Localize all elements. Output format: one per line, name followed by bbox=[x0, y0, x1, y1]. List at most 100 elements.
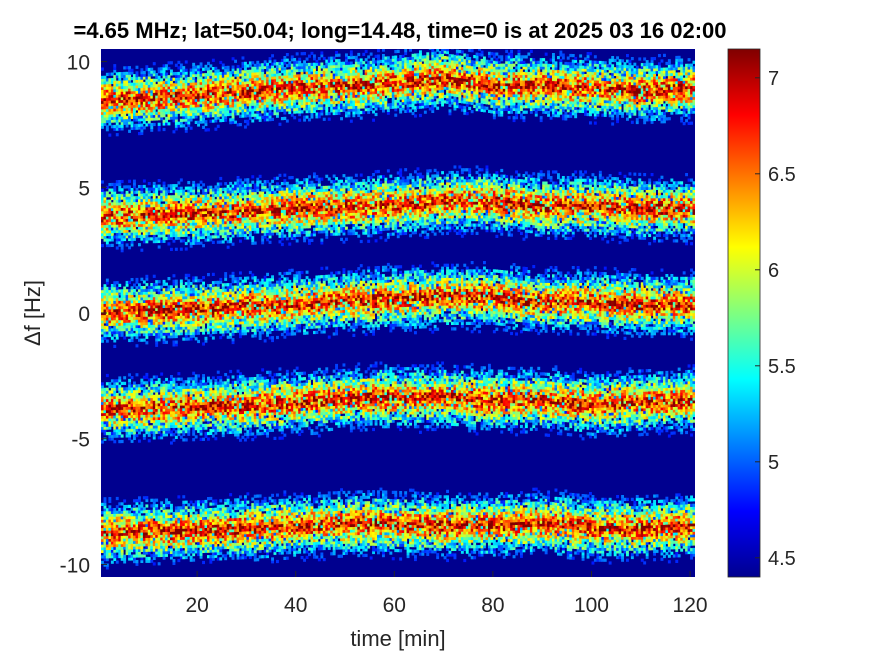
heat-cell bbox=[224, 94, 227, 97]
heat-cell bbox=[330, 106, 333, 109]
heat-cell bbox=[678, 56, 681, 59]
heat-cell bbox=[308, 74, 311, 77]
heat-cell bbox=[293, 61, 296, 64]
heat-cell bbox=[315, 60, 318, 63]
heat-cell bbox=[466, 112, 469, 115]
heat-cell bbox=[239, 73, 242, 76]
heat-cell bbox=[643, 96, 646, 99]
heat-cell bbox=[308, 96, 311, 99]
heat-cell bbox=[328, 118, 331, 121]
heat-cell bbox=[525, 55, 528, 58]
heat-cell bbox=[520, 55, 523, 58]
heat-cell bbox=[404, 52, 407, 55]
heat-cell bbox=[140, 124, 143, 127]
heat-cell bbox=[500, 102, 503, 105]
heat-cell bbox=[163, 64, 166, 67]
heat-cell bbox=[547, 111, 550, 114]
heat-cell bbox=[150, 82, 153, 85]
heat-cell bbox=[582, 74, 585, 77]
heat-cell bbox=[187, 121, 190, 124]
heat-cell bbox=[535, 111, 538, 114]
heat-cell bbox=[116, 86, 119, 89]
heat-cell bbox=[190, 85, 193, 88]
heat-cell bbox=[458, 105, 461, 108]
heat-cell bbox=[148, 96, 151, 99]
heat-cell bbox=[456, 72, 459, 75]
heat-cell bbox=[493, 89, 496, 92]
heat-cell bbox=[604, 86, 607, 89]
heat-cell bbox=[518, 50, 521, 53]
heat-cell bbox=[150, 104, 153, 107]
heat-cell bbox=[417, 70, 420, 73]
heat-cell bbox=[242, 84, 245, 87]
heat-cell bbox=[476, 97, 479, 100]
heat-cell bbox=[456, 99, 459, 102]
heat-cell bbox=[409, 49, 412, 52]
heat-cell bbox=[348, 111, 351, 114]
heat-cell bbox=[510, 89, 513, 92]
heat-cell bbox=[288, 72, 291, 75]
heat-cell bbox=[170, 72, 173, 75]
heat-cell bbox=[392, 59, 395, 62]
heat-cell bbox=[197, 85, 200, 88]
heat-cell bbox=[148, 76, 151, 79]
heat-cell bbox=[286, 119, 289, 122]
heat-cell bbox=[678, 100, 681, 103]
heat-cell bbox=[476, 83, 479, 86]
heat-cell bbox=[505, 77, 508, 80]
heat-cell bbox=[394, 67, 397, 70]
heat-cell bbox=[219, 72, 222, 75]
heat-cell bbox=[175, 89, 178, 92]
heat-cell bbox=[417, 100, 420, 103]
heat-cell bbox=[693, 86, 696, 89]
heat-cell bbox=[574, 82, 577, 85]
heat-cell bbox=[594, 55, 597, 58]
heat-cell bbox=[643, 88, 646, 91]
heat-cell bbox=[155, 98, 158, 101]
heat-cell bbox=[559, 98, 562, 101]
heat-cell bbox=[116, 227, 119, 230]
heat-cell bbox=[616, 95, 619, 98]
heat-cell bbox=[197, 68, 200, 71]
heat-cell bbox=[269, 93, 272, 96]
heat-cell bbox=[624, 79, 627, 82]
heat-cell bbox=[311, 113, 314, 116]
heat-cell bbox=[646, 82, 649, 85]
heat-cell bbox=[626, 118, 629, 121]
heat-cell bbox=[315, 79, 318, 82]
heat-cell bbox=[658, 109, 661, 112]
heat-cell bbox=[212, 67, 215, 70]
heat-cell bbox=[377, 66, 380, 69]
heat-cell bbox=[513, 80, 516, 83]
heat-cell bbox=[318, 71, 321, 74]
heat-cell bbox=[673, 64, 676, 67]
heat-cell bbox=[197, 101, 200, 104]
heat-cell bbox=[360, 97, 363, 100]
heat-cell bbox=[128, 69, 131, 72]
heat-cell bbox=[318, 68, 321, 71]
heat-cell bbox=[283, 86, 286, 89]
heat-cell bbox=[567, 68, 570, 71]
heat-cell bbox=[380, 96, 383, 99]
heat-cell bbox=[604, 81, 607, 84]
heat-cell bbox=[596, 89, 599, 92]
heat-cell bbox=[325, 90, 328, 93]
heat-cell bbox=[535, 89, 538, 92]
heat-cell bbox=[673, 100, 676, 103]
heat-cell bbox=[281, 95, 284, 98]
heat-cell bbox=[582, 68, 585, 71]
heat-cell bbox=[335, 54, 338, 57]
heat-cell bbox=[335, 51, 338, 54]
heat-cell bbox=[421, 78, 424, 81]
heat-cell bbox=[661, 59, 664, 62]
heat-cell bbox=[168, 81, 171, 84]
heat-cell bbox=[661, 93, 664, 96]
heat-cell bbox=[498, 102, 501, 105]
heat-cell bbox=[646, 102, 649, 105]
heat-cell bbox=[508, 116, 511, 119]
heat-cell bbox=[288, 111, 291, 114]
heat-cell bbox=[661, 87, 664, 90]
heat-cell bbox=[584, 91, 587, 94]
heat-cell bbox=[303, 88, 306, 91]
heat-cell bbox=[330, 109, 333, 112]
